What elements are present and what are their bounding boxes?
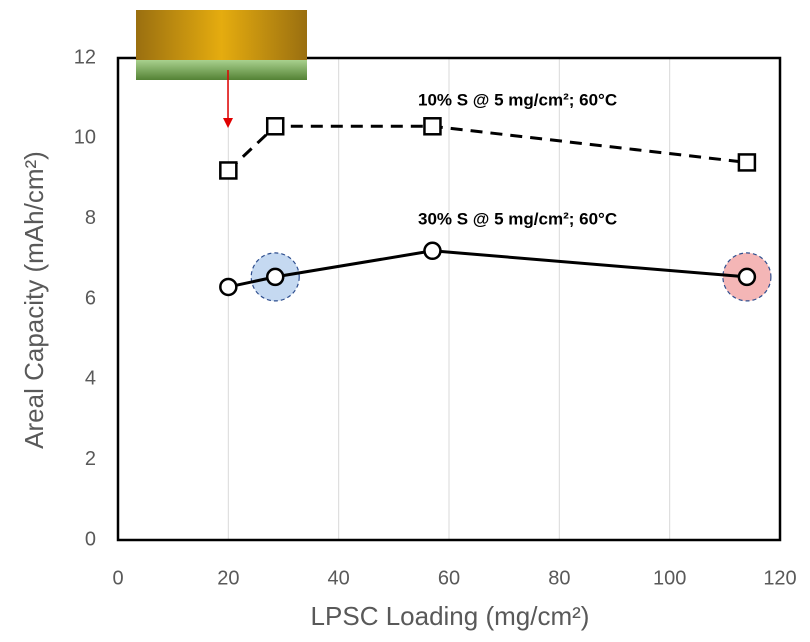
series-line — [228, 249, 748, 289]
plot-frame — [116, 56, 782, 542]
marker — [219, 277, 238, 297]
marker — [219, 161, 238, 180]
inset-illustration — [136, 10, 307, 128]
x-tick-label: 100 — [653, 567, 686, 589]
x-tick-label: 0 — [112, 567, 123, 589]
arrow-head — [223, 118, 233, 128]
marker — [423, 117, 442, 136]
x-tick-label: 40 — [328, 567, 350, 589]
series-label: 30% S @ 5 mg/cm²; 60°C — [418, 209, 617, 228]
marker — [737, 153, 757, 172]
y-tick-label: 0 — [85, 528, 96, 550]
y-tick-label: 2 — [85, 448, 96, 470]
marker — [265, 267, 285, 287]
y-tick-label: 10 — [74, 127, 96, 149]
x-tick-label: 20 — [217, 567, 239, 589]
y-tick-label: 4 — [85, 368, 96, 390]
y-tick-label: 6 — [85, 287, 96, 309]
x-tick-label: 80 — [548, 567, 570, 589]
cathode-layer — [136, 10, 307, 60]
y-tick-label: 12 — [74, 46, 96, 68]
electrolyte-layer — [136, 60, 307, 80]
plot — [219, 117, 772, 302]
series-line — [227, 124, 748, 172]
marker — [265, 117, 285, 136]
x-axis-title: LPSC Loading (mg/cm²) — [311, 601, 590, 631]
y-tick-label: 8 — [85, 207, 96, 229]
x-tick-label: 60 — [438, 567, 460, 589]
grid — [117, 58, 781, 540]
x-tick-label: 120 — [763, 567, 796, 589]
series-label: 10% S @ 5 mg/cm²; 60°C — [418, 90, 617, 109]
y-axis-title: Areal Capacity (mAh/cm²) — [19, 151, 49, 449]
marker — [423, 241, 442, 261]
marker — [737, 267, 757, 287]
